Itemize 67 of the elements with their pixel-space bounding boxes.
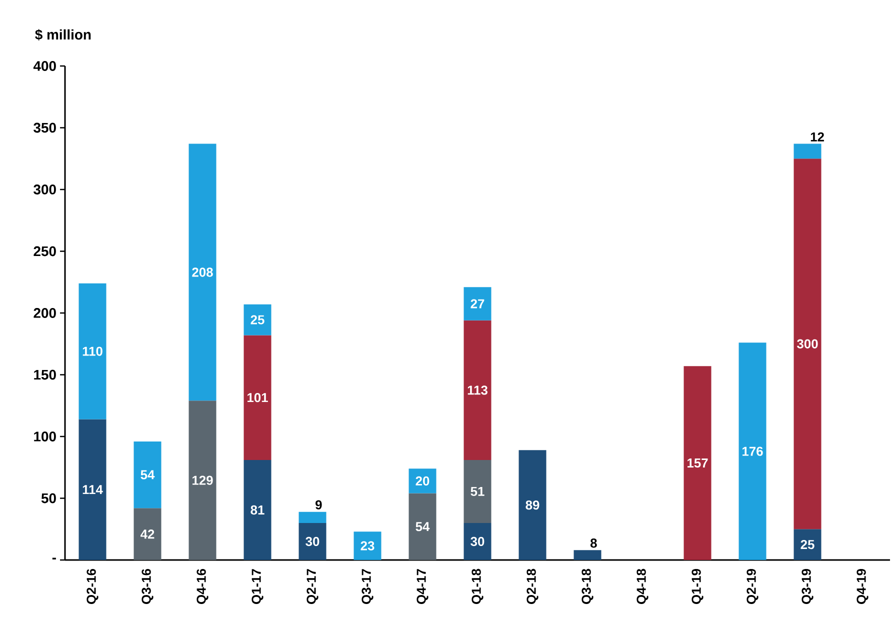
bar [78,419,106,560]
data-label: 114 [82,485,103,494]
bar [738,342,766,560]
data-label: 300 [797,339,818,348]
y-tick-label: 100 [34,432,56,442]
data-label: 51 [470,486,484,496]
data-label: 20 [416,476,430,486]
data-label: 110 [82,346,102,356]
x-tick-label: Q2-16 [86,568,98,604]
bar [244,335,272,460]
y-tick-label: 50 [41,493,56,504]
bar [518,450,546,560]
x-tick-label: Q1-18 [472,568,484,604]
y-tick-label: 400 [33,61,56,71]
data-label: 8 [590,538,597,548]
bar [794,158,822,530]
x-tick-label: Q3-16 [142,568,154,604]
x-tick-label: Q4-19 [856,568,868,604]
y-axis-title: $ million [35,29,91,40]
bar [684,366,712,560]
data-label: 89 [526,500,540,510]
y-tick-label: 250 [34,246,56,256]
data-label: 30 [470,536,484,546]
bar [794,144,822,159]
data-label: 30 [306,536,320,546]
y-tick-label: 200 [34,308,56,318]
x-tick-label: Q1-17 [252,569,264,604]
x-tick-label: Q4-16 [196,568,208,604]
data-label: 25 [800,540,814,550]
data-label: 12 [810,132,824,142]
data-label: 9 [316,500,322,510]
bar [574,550,602,560]
data-label: 157 [688,458,708,468]
bar [464,320,492,460]
x-tick-label: Q4-17 [416,569,428,604]
y-tick-label: 350 [34,122,56,133]
x-tick-label: Q2-19 [746,568,758,604]
data-label: 208 [192,268,213,277]
data-label: 101 [248,393,268,402]
data-label: 129 [192,476,213,485]
x-tick-label: Q2-17 [306,569,318,604]
x-tick-label: Q3-18 [582,568,594,604]
y-tick-label: - [52,558,56,560]
bar [188,400,216,560]
data-label: 113 [468,386,488,395]
bar [134,441,162,508]
data-label: 54 [140,470,155,480]
bar [464,460,492,523]
y-tick-label: 300 [34,184,56,194]
x-tick-label: Q3-19 [802,568,814,604]
bar [188,144,216,401]
x-tick-label: Q4-18 [636,568,648,604]
data-label: 54 [416,522,430,532]
data-label: 81 [250,505,264,515]
bar [408,493,436,560]
data-label: 42 [140,530,154,539]
data-label: 23 [360,541,374,550]
bar [244,460,272,560]
data-label: 25 [250,315,264,324]
x-tick-label: Q3-17 [362,569,374,604]
x-tick-label: Q1-19 [692,568,704,604]
bar [78,283,106,420]
data-label: 27 [470,299,484,308]
x-tick-label: Q2-18 [526,568,538,604]
bar [298,512,326,523]
y-tick-label: 150 [34,370,56,380]
data-label: 176 [742,446,763,456]
